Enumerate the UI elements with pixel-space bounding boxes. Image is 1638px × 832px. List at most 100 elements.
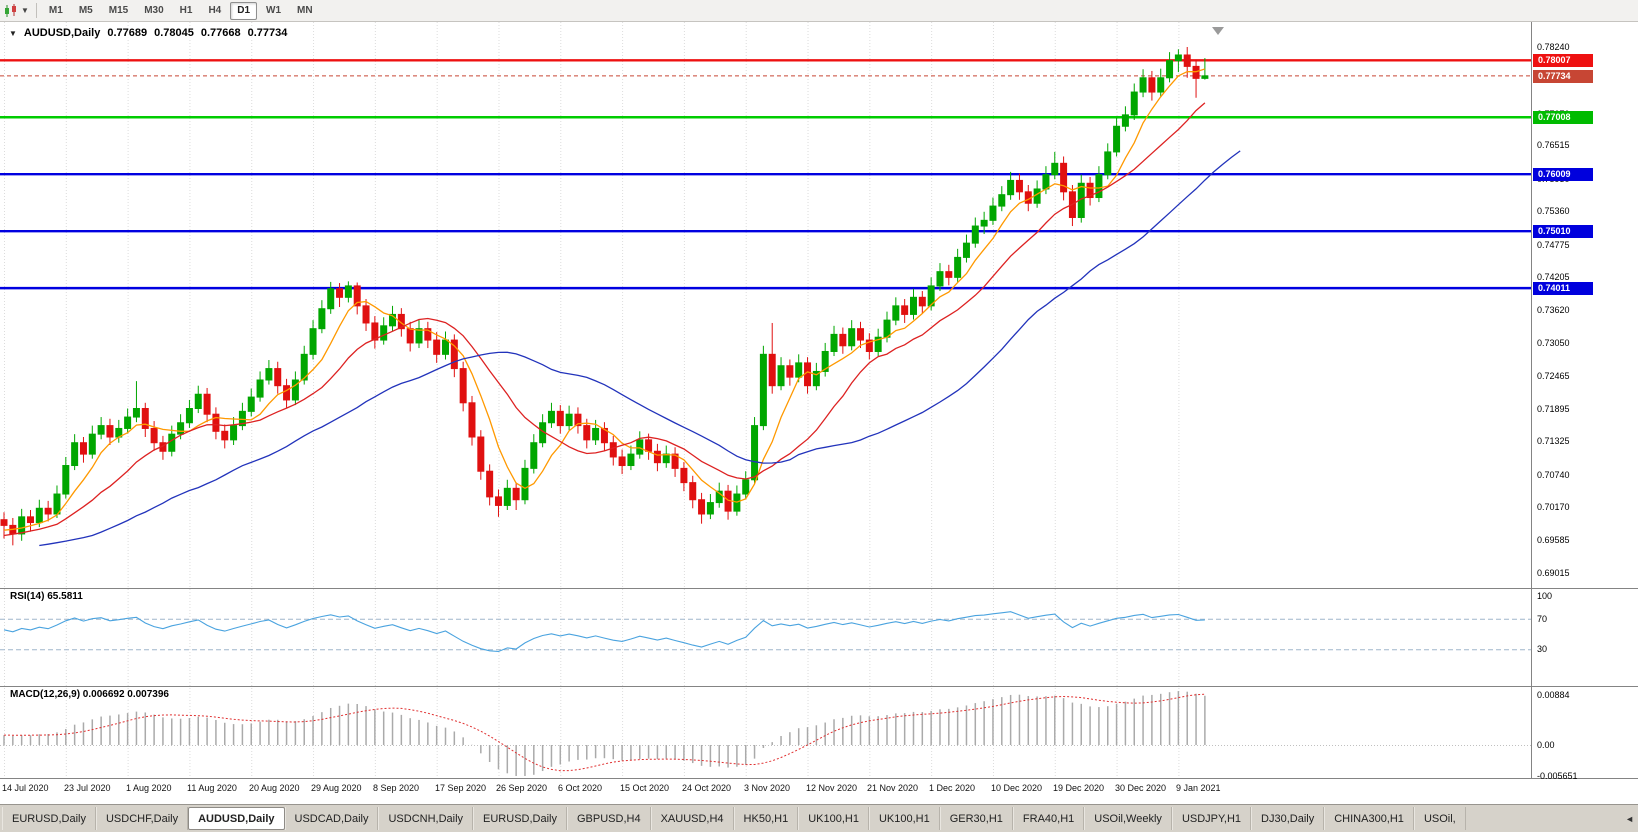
timeframe-toolbar: ▼ M1 M5 M15 M30 H1 H4 D1 W1 MN xyxy=(0,0,1638,22)
candle-body xyxy=(1086,182,1094,199)
chart-tab-13-usoil-weekly[interactable]: USOil,Weekly xyxy=(1084,807,1172,830)
candle-body xyxy=(662,453,670,464)
chart-icon[interactable] xyxy=(3,3,21,19)
chart-tab-1-usdchf-daily[interactable]: USDCHF,Daily xyxy=(95,807,189,830)
timeframe-button-m30[interactable]: M30 xyxy=(144,5,164,16)
timeframe-button-h4[interactable]: H4 xyxy=(208,5,222,16)
candle-body xyxy=(830,333,838,352)
candle-body xyxy=(971,225,979,244)
timeframe-button-d1[interactable]: D1 xyxy=(230,1,258,20)
rsi-label: RSI(14) 65.5811 xyxy=(8,591,85,602)
chart-tab-12-fra40-h1[interactable]: FRA40,H1 xyxy=(1012,807,1085,830)
moving-average-6 xyxy=(3,68,1206,531)
candle-body xyxy=(106,425,114,438)
chart-tab-3-usdcad-daily[interactable]: USDCAD,Daily xyxy=(284,807,379,830)
chart-tab-6-gbpusd-h4[interactable]: GBPUSD,H4 xyxy=(567,807,651,830)
price-tick-0.71325: 0.71325 xyxy=(1537,436,1570,446)
candle-body xyxy=(53,493,61,515)
symbol-label: AUDUSD,Daily xyxy=(23,27,101,39)
candle-body xyxy=(556,410,564,427)
candle-body xyxy=(88,433,96,455)
candle-body xyxy=(221,430,229,441)
candle-body xyxy=(1192,65,1200,79)
candle-body xyxy=(424,328,432,341)
candle-body xyxy=(1130,91,1138,116)
candle-body xyxy=(892,305,900,321)
chevron-down-icon[interactable]: ▼ xyxy=(21,6,29,15)
candle-body xyxy=(530,442,538,469)
chart-tab-15-dj30-daily[interactable]: DJ30,Daily xyxy=(1251,807,1325,830)
candle-body xyxy=(1174,54,1182,62)
chart-tab-5-eurusd-daily[interactable]: EURUSD,Daily xyxy=(473,807,567,830)
candle-body xyxy=(574,413,582,427)
candle-body xyxy=(1157,77,1165,93)
candle-body xyxy=(962,242,970,258)
candle-body xyxy=(247,396,255,412)
candle-body xyxy=(1060,162,1068,193)
timeframe-button-h1[interactable]: H1 xyxy=(179,5,193,16)
chart-tab-10-uk100-h1[interactable]: UK100,H1 xyxy=(868,807,940,830)
moving-average-28 xyxy=(39,150,1241,547)
candle-body xyxy=(459,368,467,404)
timeframe-button-mn[interactable]: MN xyxy=(297,5,313,16)
candle-body xyxy=(124,416,132,429)
candle-body xyxy=(406,328,414,344)
chart-tab-11-ger30-h1[interactable]: GER30,H1 xyxy=(939,807,1013,830)
candle-body xyxy=(821,350,829,372)
price-badge-0.77008: 0.77008 xyxy=(1533,111,1593,124)
macd-label: MACD(12,26,9) 0.006692 0.007396 xyxy=(8,689,171,700)
candle-body xyxy=(636,439,644,455)
candle-body xyxy=(353,285,361,307)
chart-tab-16-china300-h1[interactable]: CHINA300,H1 xyxy=(1324,807,1414,830)
chart-tab-0-eurusd-daily[interactable]: EURUSD,Daily xyxy=(2,807,96,830)
price-tick-0.72465: 0.72465 xyxy=(1537,371,1570,381)
candle-body xyxy=(1042,174,1050,190)
candle-body xyxy=(62,465,70,495)
timeframe-button-m1[interactable]: M1 xyxy=(48,5,63,16)
quote-open: 0.77689 xyxy=(107,27,148,39)
candle-body xyxy=(344,285,352,298)
chart-tab-9-uk100-h1[interactable]: UK100,H1 xyxy=(798,807,869,830)
candle-body xyxy=(583,425,591,441)
candle-body xyxy=(1139,77,1147,93)
price-tick-0.73620: 0.73620 xyxy=(1537,305,1570,315)
chart-tab-17-usoil-[interactable]: USOil, xyxy=(1413,807,1466,830)
quote-close: 0.77734 xyxy=(247,27,288,39)
candle-body xyxy=(18,516,26,535)
candle-body xyxy=(874,336,882,352)
collapse-icon[interactable]: ▼ xyxy=(9,28,17,38)
timeframe-button-w1[interactable]: W1 xyxy=(266,5,282,16)
candle-body xyxy=(768,353,776,387)
chart-tab-4-usdcnh-daily[interactable]: USDCNH,Daily xyxy=(378,807,474,830)
candle-body xyxy=(547,410,555,424)
chart-area[interactable]: ▼ AUDUSD,Daily 0.77689 0.78045 0.77668 0… xyxy=(0,22,1638,804)
candle-body xyxy=(609,442,617,458)
tab-scroll-left-icon[interactable]: ◄ xyxy=(1625,813,1634,824)
chart-tab-2-audusd-daily[interactable]: AUDUSD,Daily xyxy=(188,807,285,830)
candle-body xyxy=(1007,179,1015,196)
candle-body xyxy=(0,519,8,526)
candlestick-chart[interactable] xyxy=(0,22,1638,804)
timeframe-button-m5[interactable]: M5 xyxy=(78,5,93,16)
date-label-17: 19 Dec 2020 xyxy=(1053,783,1105,793)
candle-body xyxy=(1201,75,1209,79)
candle-body xyxy=(1148,77,1156,93)
date-label-9: 6 Oct 2020 xyxy=(558,783,603,793)
price-tick-0.71895: 0.71895 xyxy=(1537,404,1570,414)
candle-body xyxy=(909,296,917,315)
candle-body xyxy=(698,499,706,515)
chart-shift-marker-icon[interactable] xyxy=(1212,27,1224,35)
chart-tab-8-hk50-h1[interactable]: HK50,H1 xyxy=(733,807,799,830)
candle-body xyxy=(442,339,449,355)
candle-body xyxy=(795,362,803,378)
candle-body xyxy=(600,427,608,444)
candle-body xyxy=(494,496,502,506)
price-tick-0.73050: 0.73050 xyxy=(1537,338,1570,348)
rsi-tick-30: 30 xyxy=(1537,644,1548,654)
chart-tab-7-xauusd-h4[interactable]: XAUUSD,H4 xyxy=(650,807,734,830)
timeframe-button-m15[interactable]: M15 xyxy=(108,5,129,16)
candle-body xyxy=(327,288,335,310)
chart-tab-14-usdjpy-h1[interactable]: USDJPY,H1 xyxy=(1171,807,1252,830)
candle-body xyxy=(71,442,79,467)
